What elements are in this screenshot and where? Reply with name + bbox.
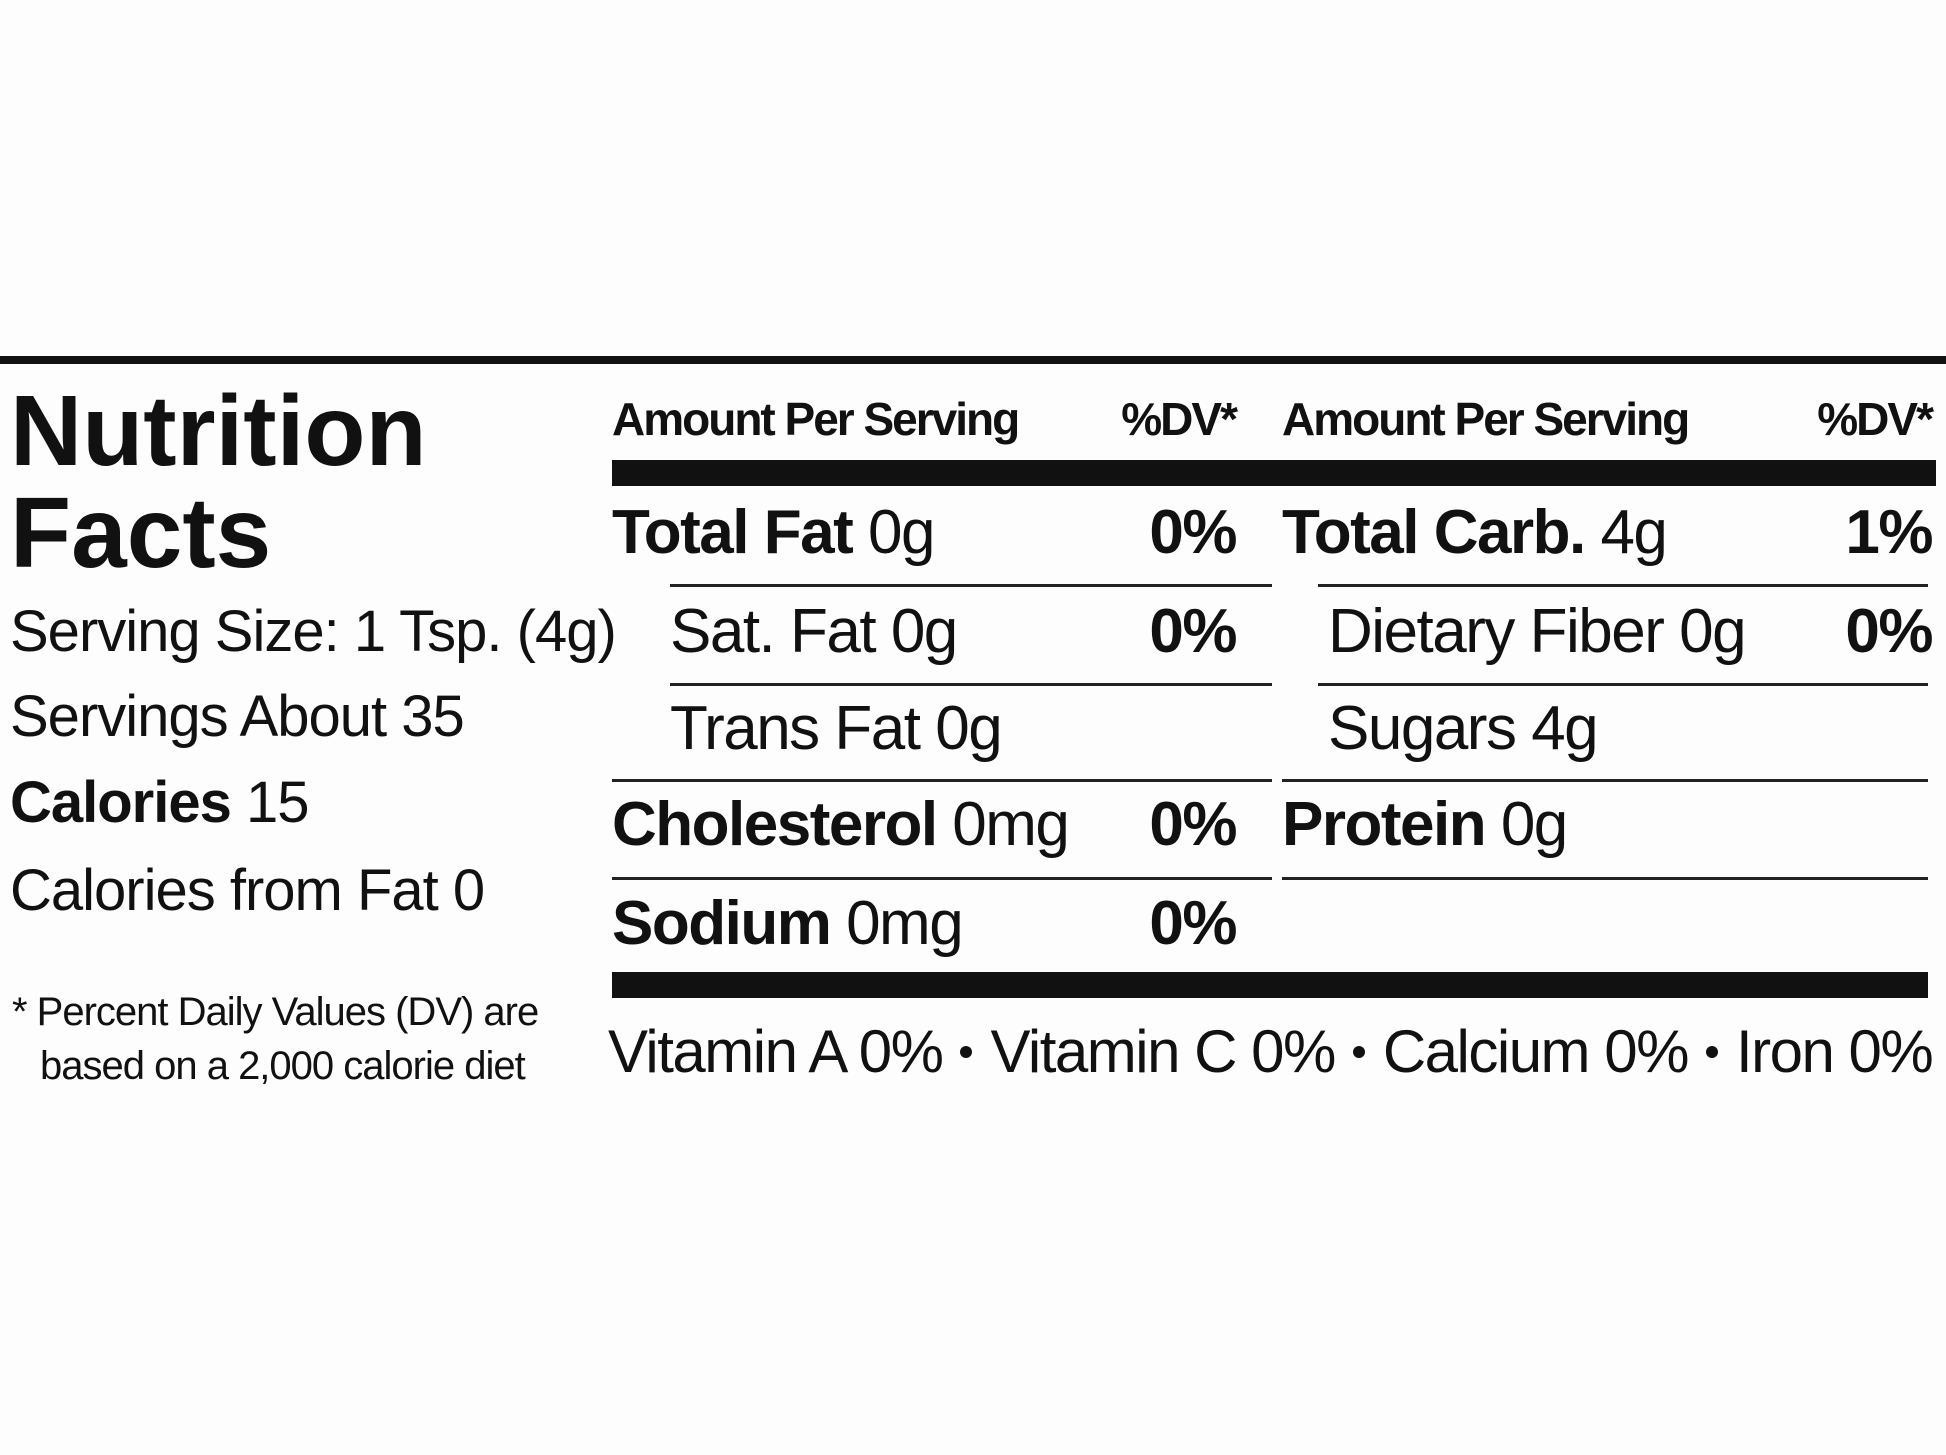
footnote: * Percent Daily Values (DV) are based on… bbox=[12, 985, 539, 1093]
nutrient-name: Sodium bbox=[612, 889, 832, 958]
header-dv: %DV* bbox=[1121, 393, 1238, 445]
nutrient-name: Total Fat bbox=[612, 498, 854, 567]
nutrient-amount: 4g bbox=[1600, 498, 1667, 567]
top-rule bbox=[0, 356, 1946, 364]
nutrient-dv: 0% bbox=[1149, 498, 1237, 567]
nutrient-row: Sodium 0mg bbox=[612, 893, 964, 955]
nutrient-row: Total Fat 0g bbox=[612, 502, 935, 564]
nutrient-amount: 0g bbox=[890, 597, 958, 666]
calories-label: Calories bbox=[10, 770, 232, 835]
title-line: Nutrition bbox=[10, 375, 427, 487]
nutrient-amount: 0mg bbox=[846, 889, 964, 958]
header-dv: %DV* bbox=[1817, 393, 1934, 445]
title: Nutrition Facts bbox=[10, 380, 427, 584]
calories: Calories 15 bbox=[10, 774, 310, 832]
nutrient-row: Dietary Fiber 0g bbox=[1328, 601, 1747, 663]
row-rule bbox=[1318, 683, 1928, 686]
nutrient-name: Dietary Fiber bbox=[1328, 597, 1665, 666]
footnote-line: based on a 2,000 calorie diet bbox=[40, 1044, 526, 1088]
row-rule bbox=[1282, 877, 1928, 880]
vitamin: Iron 0% bbox=[1735, 1018, 1934, 1085]
nutrient-dv: 0% bbox=[1149, 889, 1237, 958]
nutrient-dv: 0% bbox=[1149, 597, 1237, 666]
header-amount: Amount Per Serving bbox=[1282, 393, 1690, 445]
vitamin: Vitamin A 0% bbox=[608, 1018, 944, 1085]
vitamin: Vitamin C 0% bbox=[990, 1018, 1336, 1085]
row-rule bbox=[670, 683, 1272, 686]
nutrient-dv: 0% bbox=[1149, 790, 1237, 859]
nutrient-row: Sugars 4g bbox=[1328, 698, 1599, 760]
title-line: Facts bbox=[10, 477, 272, 589]
row-rule bbox=[1318, 584, 1928, 587]
nutrient-row: Total Carb. 4g bbox=[1282, 502, 1668, 564]
row-rule bbox=[612, 779, 1272, 782]
nutrient-dv: 1% bbox=[1845, 498, 1933, 567]
nutrient-row: Protein 0g bbox=[1282, 794, 1568, 856]
calories-amount: 15 bbox=[246, 770, 310, 835]
nutrient-amount: 0mg bbox=[952, 790, 1070, 859]
nutrient-dv: 0% bbox=[1845, 597, 1933, 666]
bullet bbox=[960, 1046, 973, 1058]
nutrient-name: Sat. Fat bbox=[670, 597, 877, 666]
nutrient-name: Cholesterol bbox=[612, 790, 938, 859]
calories-from-fat: Calories from Fat 0 bbox=[10, 858, 485, 923]
nutrient-row: Trans Fat 0g bbox=[670, 698, 1003, 760]
row-rule bbox=[612, 877, 1272, 880]
vitamin: Calcium 0% bbox=[1382, 1018, 1690, 1085]
nutrient-amount: 0g bbox=[935, 694, 1002, 763]
bottom-rule bbox=[612, 972, 1928, 998]
nutrient-amount: 0g bbox=[867, 498, 935, 567]
nutrient-row: Cholesterol 0mg bbox=[612, 794, 1070, 856]
nutrient-amount: 0g bbox=[1679, 597, 1746, 666]
nutrient-amount: 4g bbox=[1531, 694, 1598, 763]
bullet bbox=[1705, 1046, 1718, 1058]
nutrient-name: Protein bbox=[1282, 790, 1487, 859]
nutrient-name: Sugars bbox=[1328, 694, 1517, 763]
nutrient-name: Total Carb. bbox=[1282, 498, 1586, 567]
nutrient-name: Trans Fat bbox=[670, 694, 921, 763]
servings: Servings About 35 bbox=[10, 684, 465, 749]
vitamins: Vitamin A 0% Vitamin C 0% Calcium 0% Iron 0… bbox=[608, 1018, 1934, 1085]
header-amount: Amount Per Serving bbox=[612, 393, 1020, 445]
footnote-line: * Percent Daily Values (DV) are bbox=[12, 990, 539, 1034]
serving-size: Serving Size: 1 Tsp. (4g) bbox=[10, 599, 617, 664]
nutrient-amount: 0g bbox=[1500, 790, 1568, 859]
row-rule bbox=[1282, 779, 1928, 782]
nutrient-row: Sat. Fat 0g bbox=[670, 601, 958, 663]
row-rule bbox=[670, 584, 1272, 587]
bullet bbox=[1352, 1046, 1365, 1058]
header-rule bbox=[612, 460, 1936, 486]
